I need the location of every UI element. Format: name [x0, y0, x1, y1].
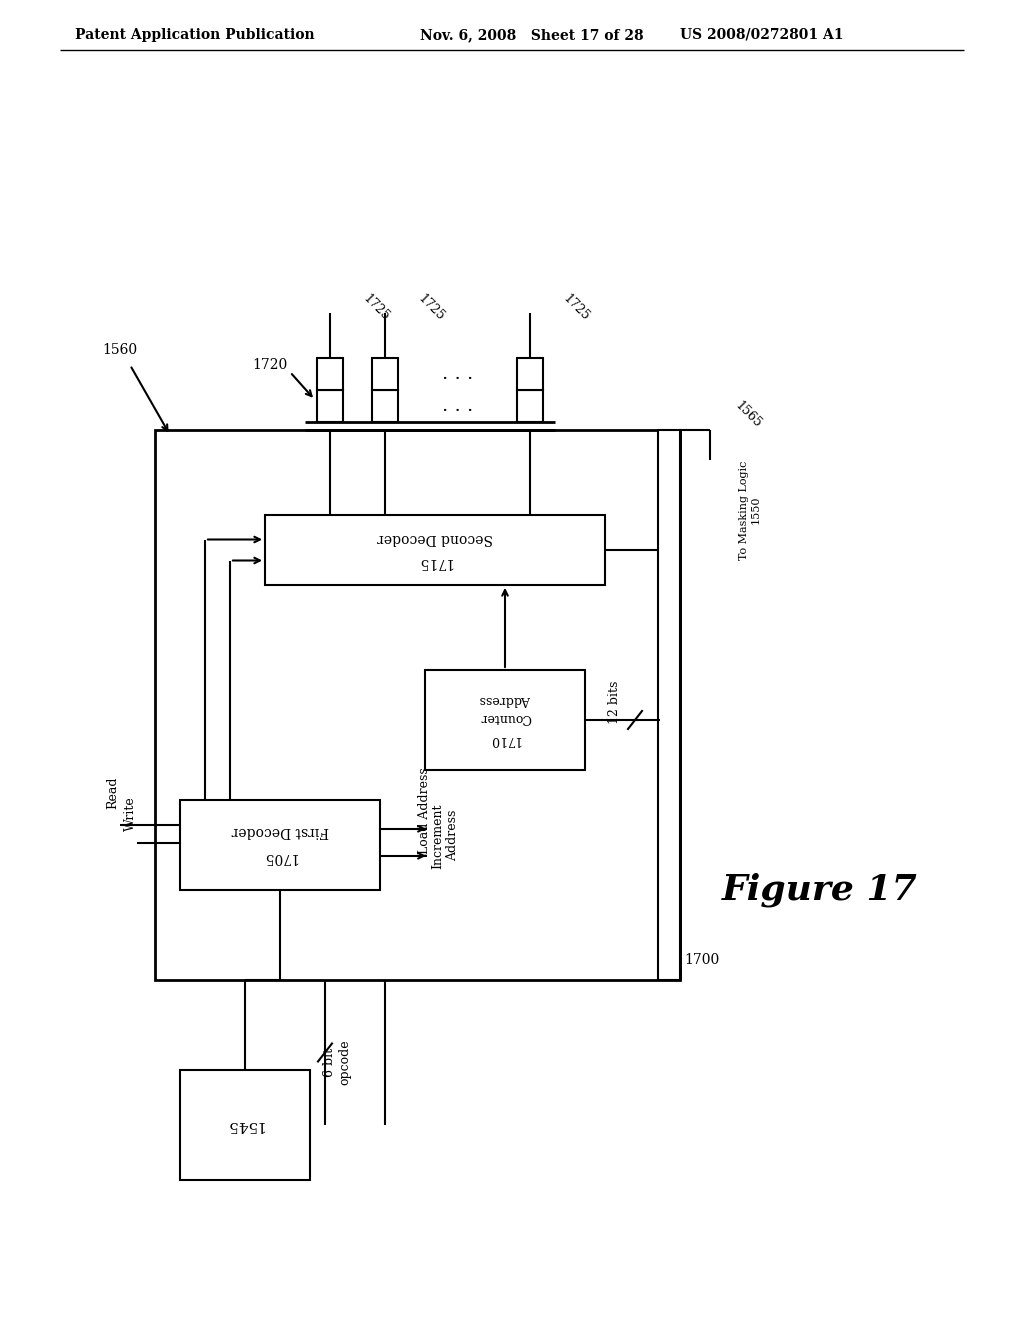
Bar [155, 430, 680, 979]
Text: 1710: 1710 [489, 734, 521, 747]
Text: First Decoder: First Decoder [231, 824, 329, 838]
Bar [658, 430, 680, 979]
Text: . . .: . . . [442, 366, 473, 383]
Bar [680, 430, 682, 979]
Bar [265, 515, 605, 585]
Text: 1715: 1715 [418, 554, 453, 569]
Text: Patent Application Publication: Patent Application Publication [75, 28, 314, 42]
Text: 1565: 1565 [732, 399, 764, 430]
Text: To Masking Logic
1550: To Masking Logic 1550 [739, 461, 761, 560]
Text: Nov. 6, 2008   Sheet 17 of 28: Nov. 6, 2008 Sheet 17 of 28 [420, 28, 644, 42]
Text: 1700: 1700 [684, 953, 720, 968]
Text: US 2008/0272801 A1: US 2008/0272801 A1 [680, 28, 844, 42]
Text: . . .: . . . [442, 397, 473, 414]
Text: 1725: 1725 [560, 292, 592, 323]
Text: 1725: 1725 [415, 292, 446, 323]
Bar [372, 389, 398, 422]
Bar [317, 358, 343, 389]
Text: 6 bit
opcode: 6 bit opcode [323, 1040, 351, 1085]
Text: Load Address: Load Address [419, 767, 431, 854]
Bar [425, 671, 585, 770]
Bar [180, 800, 380, 890]
Bar [317, 389, 343, 422]
Text: Counter: Counter [479, 711, 530, 725]
Text: Read: Read [106, 777, 120, 809]
Bar [372, 358, 398, 389]
Text: 1725: 1725 [360, 292, 391, 323]
Text: 1545: 1545 [225, 1118, 264, 1133]
Bar [517, 389, 543, 422]
Text: 1560: 1560 [102, 343, 137, 356]
Text: Second Decoder: Second Decoder [377, 531, 493, 545]
Bar [517, 358, 543, 389]
Text: 1720: 1720 [252, 358, 288, 372]
Text: Figure 17: Figure 17 [722, 873, 918, 907]
Text: Address: Address [479, 693, 530, 706]
Text: Write: Write [124, 796, 136, 830]
Text: 1705: 1705 [262, 850, 298, 865]
Text: Increment
Address: Increment Address [431, 803, 459, 869]
Text: 12 bits: 12 bits [608, 680, 622, 723]
Bar [180, 1071, 310, 1180]
